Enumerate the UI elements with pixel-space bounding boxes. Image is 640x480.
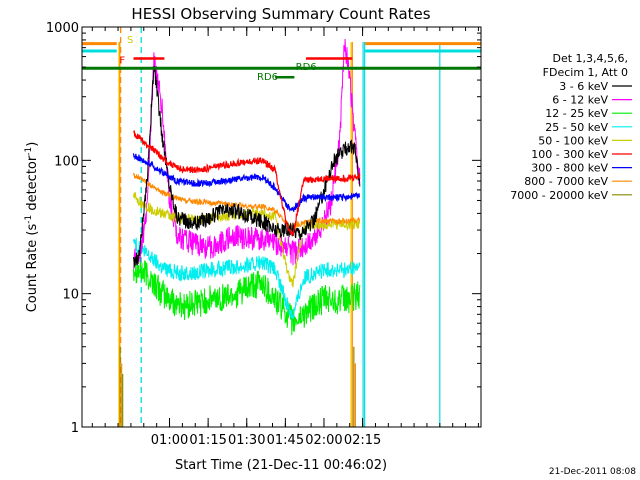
legend-header-line-1: Det 1,3,4,5,6, <box>552 52 628 65</box>
legend-label: 100 - 300 keV <box>531 148 608 161</box>
legend-label: 12 - 25 keV <box>545 107 608 120</box>
x-tick-label: 02:15 <box>344 433 381 448</box>
x-tick-label: 01:45 <box>267 433 304 448</box>
annotation-1: F <box>119 56 125 67</box>
legend-label: 50 - 100 keV <box>538 134 608 147</box>
y-tick-label: 1000 <box>46 21 79 36</box>
series-6-12-keV <box>133 38 361 269</box>
annotation-0: S <box>127 35 133 46</box>
chart-title: HESSI Observing Summary Count Rates <box>131 5 430 23</box>
footer-date: 21-Dec-2011 08:08 <box>549 467 636 477</box>
legend-label: 6 - 12 keV <box>552 94 608 107</box>
series-3-6-keV <box>133 65 361 268</box>
series-12-25-keV <box>133 257 361 336</box>
series-300-800-keV <box>132 153 360 213</box>
legend-label: 800 - 7000 keV <box>524 175 608 188</box>
series-100-300-keV <box>133 130 361 236</box>
y-tick-label: 100 <box>54 154 79 169</box>
x-tick-label: 01:30 <box>228 433 265 448</box>
x-tick-label: 02:00 <box>305 433 342 448</box>
x-tick-label: 01:15 <box>189 433 226 448</box>
y-axis-label: Count Rate (s-1 detector-1) <box>24 142 40 313</box>
legend-header-line-2: FDecim 1, Att 0 <box>543 66 628 79</box>
y-tick-label: 10 <box>62 288 79 303</box>
x-axis-label: Start Time (21-Dec-11 00:46:02) <box>175 458 387 473</box>
y-tick-label: 1 <box>71 421 79 436</box>
legend-label: 25 - 50 keV <box>545 121 608 134</box>
legend-label: 300 - 800 keV <box>531 162 608 175</box>
annotation-2: RD6 <box>296 62 317 73</box>
plot-frame <box>81 26 482 428</box>
legend-label: 7000 - 20000 keV <box>510 189 608 202</box>
annotation-3: RD6 <box>257 72 278 83</box>
series-25-50-keV <box>133 237 361 321</box>
annotation-layer: SF RD6 RD6 <box>82 35 481 83</box>
x-tick-label: 01:00 <box>151 433 188 448</box>
axes: 1 10 100 1000 01:00 01:15 01:30 01:45 02:00 02:15 <box>46 21 482 448</box>
series-layer <box>118 27 441 427</box>
legend-label: 3 - 6 keV <box>559 80 608 93</box>
